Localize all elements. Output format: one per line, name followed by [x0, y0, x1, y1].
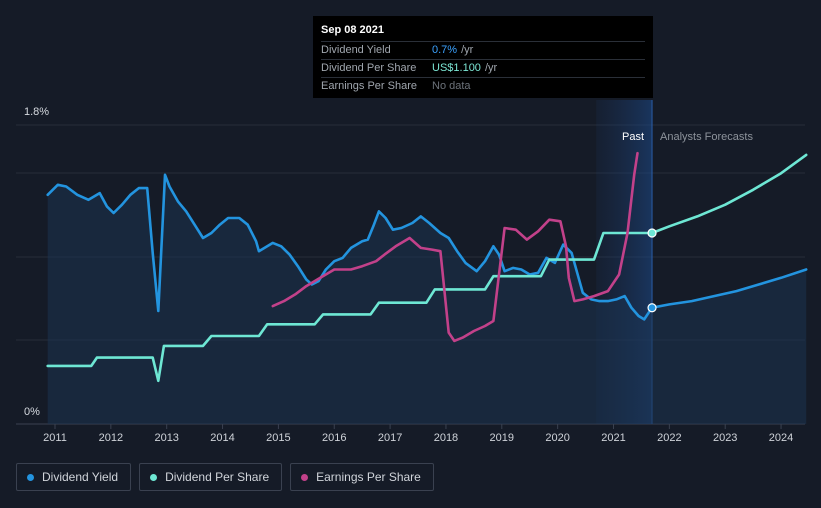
y-axis-top-label: 1.8% [24, 106, 50, 118]
legend-item-dividend-per-share[interactable]: Dividend Per Share [139, 463, 283, 491]
tooltip-value: No data [432, 80, 471, 92]
legend-label: Dividend Per Share [165, 470, 270, 484]
dividend-per-share-marker [647, 228, 657, 238]
legend-dot-icon [27, 473, 34, 481]
tooltip-value: US$1.100 [432, 62, 481, 74]
tooltip-row-dividend-yield: Dividend Yield 0.7% /yr [321, 41, 645, 59]
tooltip-label: Dividend Yield [321, 44, 391, 56]
x-tick-label: 2012 [99, 432, 123, 444]
x-tick-label: 2016 [322, 432, 346, 444]
x-tick-label: 2011 [43, 432, 67, 444]
chart-markers [647, 228, 657, 313]
dividend-yield-marker [647, 303, 657, 313]
x-tick-label: 2020 [545, 432, 569, 444]
tooltip-row-dividend-per-share: Dividend Per Share US$1.100 /yr [321, 59, 645, 77]
dividend-per-share-line [46, 153, 808, 383]
x-tick-label: 2014 [210, 432, 234, 444]
x-tick-label: 2023 [713, 432, 737, 444]
x-tick-label: 2021 [601, 432, 625, 444]
earnings-per-share-line [271, 151, 639, 343]
chart-series [46, 100, 808, 424]
x-tick-label: 2017 [378, 432, 402, 444]
x-tick-label: 2019 [490, 432, 514, 444]
x-tick-label: 2018 [434, 432, 458, 444]
x-tick-label: 2015 [266, 432, 290, 444]
legend-label: Dividend Yield [42, 470, 119, 484]
tooltip-unit: /yr [484, 62, 498, 74]
tooltip-row-earnings-per-share: Earnings Per Share No data [321, 77, 645, 95]
x-axis: 2011 2012 2013 2014 2015 2016 2017 2018 2019 2020… [43, 424, 793, 444]
chart-legend: Dividend Yield Dividend Per Share Earnin… [16, 463, 434, 491]
tooltip-label: Dividend Per Share [321, 62, 417, 74]
past-region-label: Past [622, 131, 644, 143]
x-tick-label: 2013 [154, 432, 178, 444]
legend-label: Earnings Per Share [316, 470, 421, 484]
x-tick-label: 2024 [769, 432, 793, 444]
legend-item-dividend-yield[interactable]: Dividend Yield [16, 463, 132, 491]
tooltip-value: 0.7% [432, 44, 458, 56]
legend-dot-icon [150, 473, 158, 481]
x-tick-label: 2022 [657, 432, 681, 444]
dividend-yield-line [46, 173, 808, 321]
legend-dot-icon [301, 473, 309, 481]
chart-tooltip: Sep 08 2021 Dividend Yield 0.7% /yr Divi… [313, 16, 653, 98]
tooltip-label: Earnings Per Share [321, 80, 417, 92]
forecast-region-label: Analysts Forecasts [660, 131, 753, 143]
y-axis-bottom-label: 0% [24, 406, 40, 418]
tooltip-date: Sep 08 2021 [321, 24, 384, 36]
legend-item-earnings-per-share[interactable]: Earnings Per Share [290, 463, 434, 491]
tooltip-unit: /yr [461, 44, 474, 56]
